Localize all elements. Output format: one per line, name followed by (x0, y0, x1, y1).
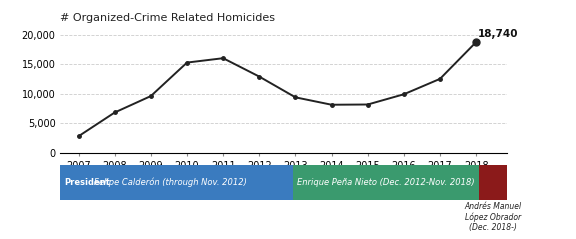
Text: Andrés Manuel
López Obrador
(Dec. 2018-): Andrés Manuel López Obrador (Dec. 2018-) (464, 202, 521, 232)
Text: # Organized-Crime Related Homicides: # Organized-Crime Related Homicides (60, 13, 275, 23)
Text: President: President (64, 178, 110, 187)
Text: Felipe Calderón (through Nov. 2012): Felipe Calderón (through Nov. 2012) (94, 178, 247, 187)
Text: Enrique Peña Nieto (Dec. 2012-Nov. 2018): Enrique Peña Nieto (Dec. 2012-Nov. 2018) (297, 178, 475, 187)
Text: 18,740: 18,740 (478, 28, 518, 38)
